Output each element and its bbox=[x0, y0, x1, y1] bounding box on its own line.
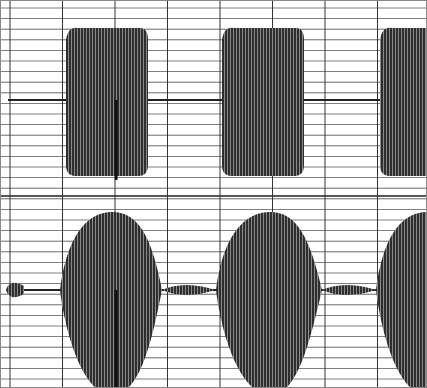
top-burst bbox=[222, 28, 304, 176]
page: {"chart_data": {"type": "waveform", "gri… bbox=[0, 0, 427, 388]
background bbox=[0, 0, 427, 388]
oscilloscope-screen bbox=[0, 0, 427, 388]
top-burst bbox=[380, 28, 427, 176]
top-burst bbox=[66, 28, 148, 176]
